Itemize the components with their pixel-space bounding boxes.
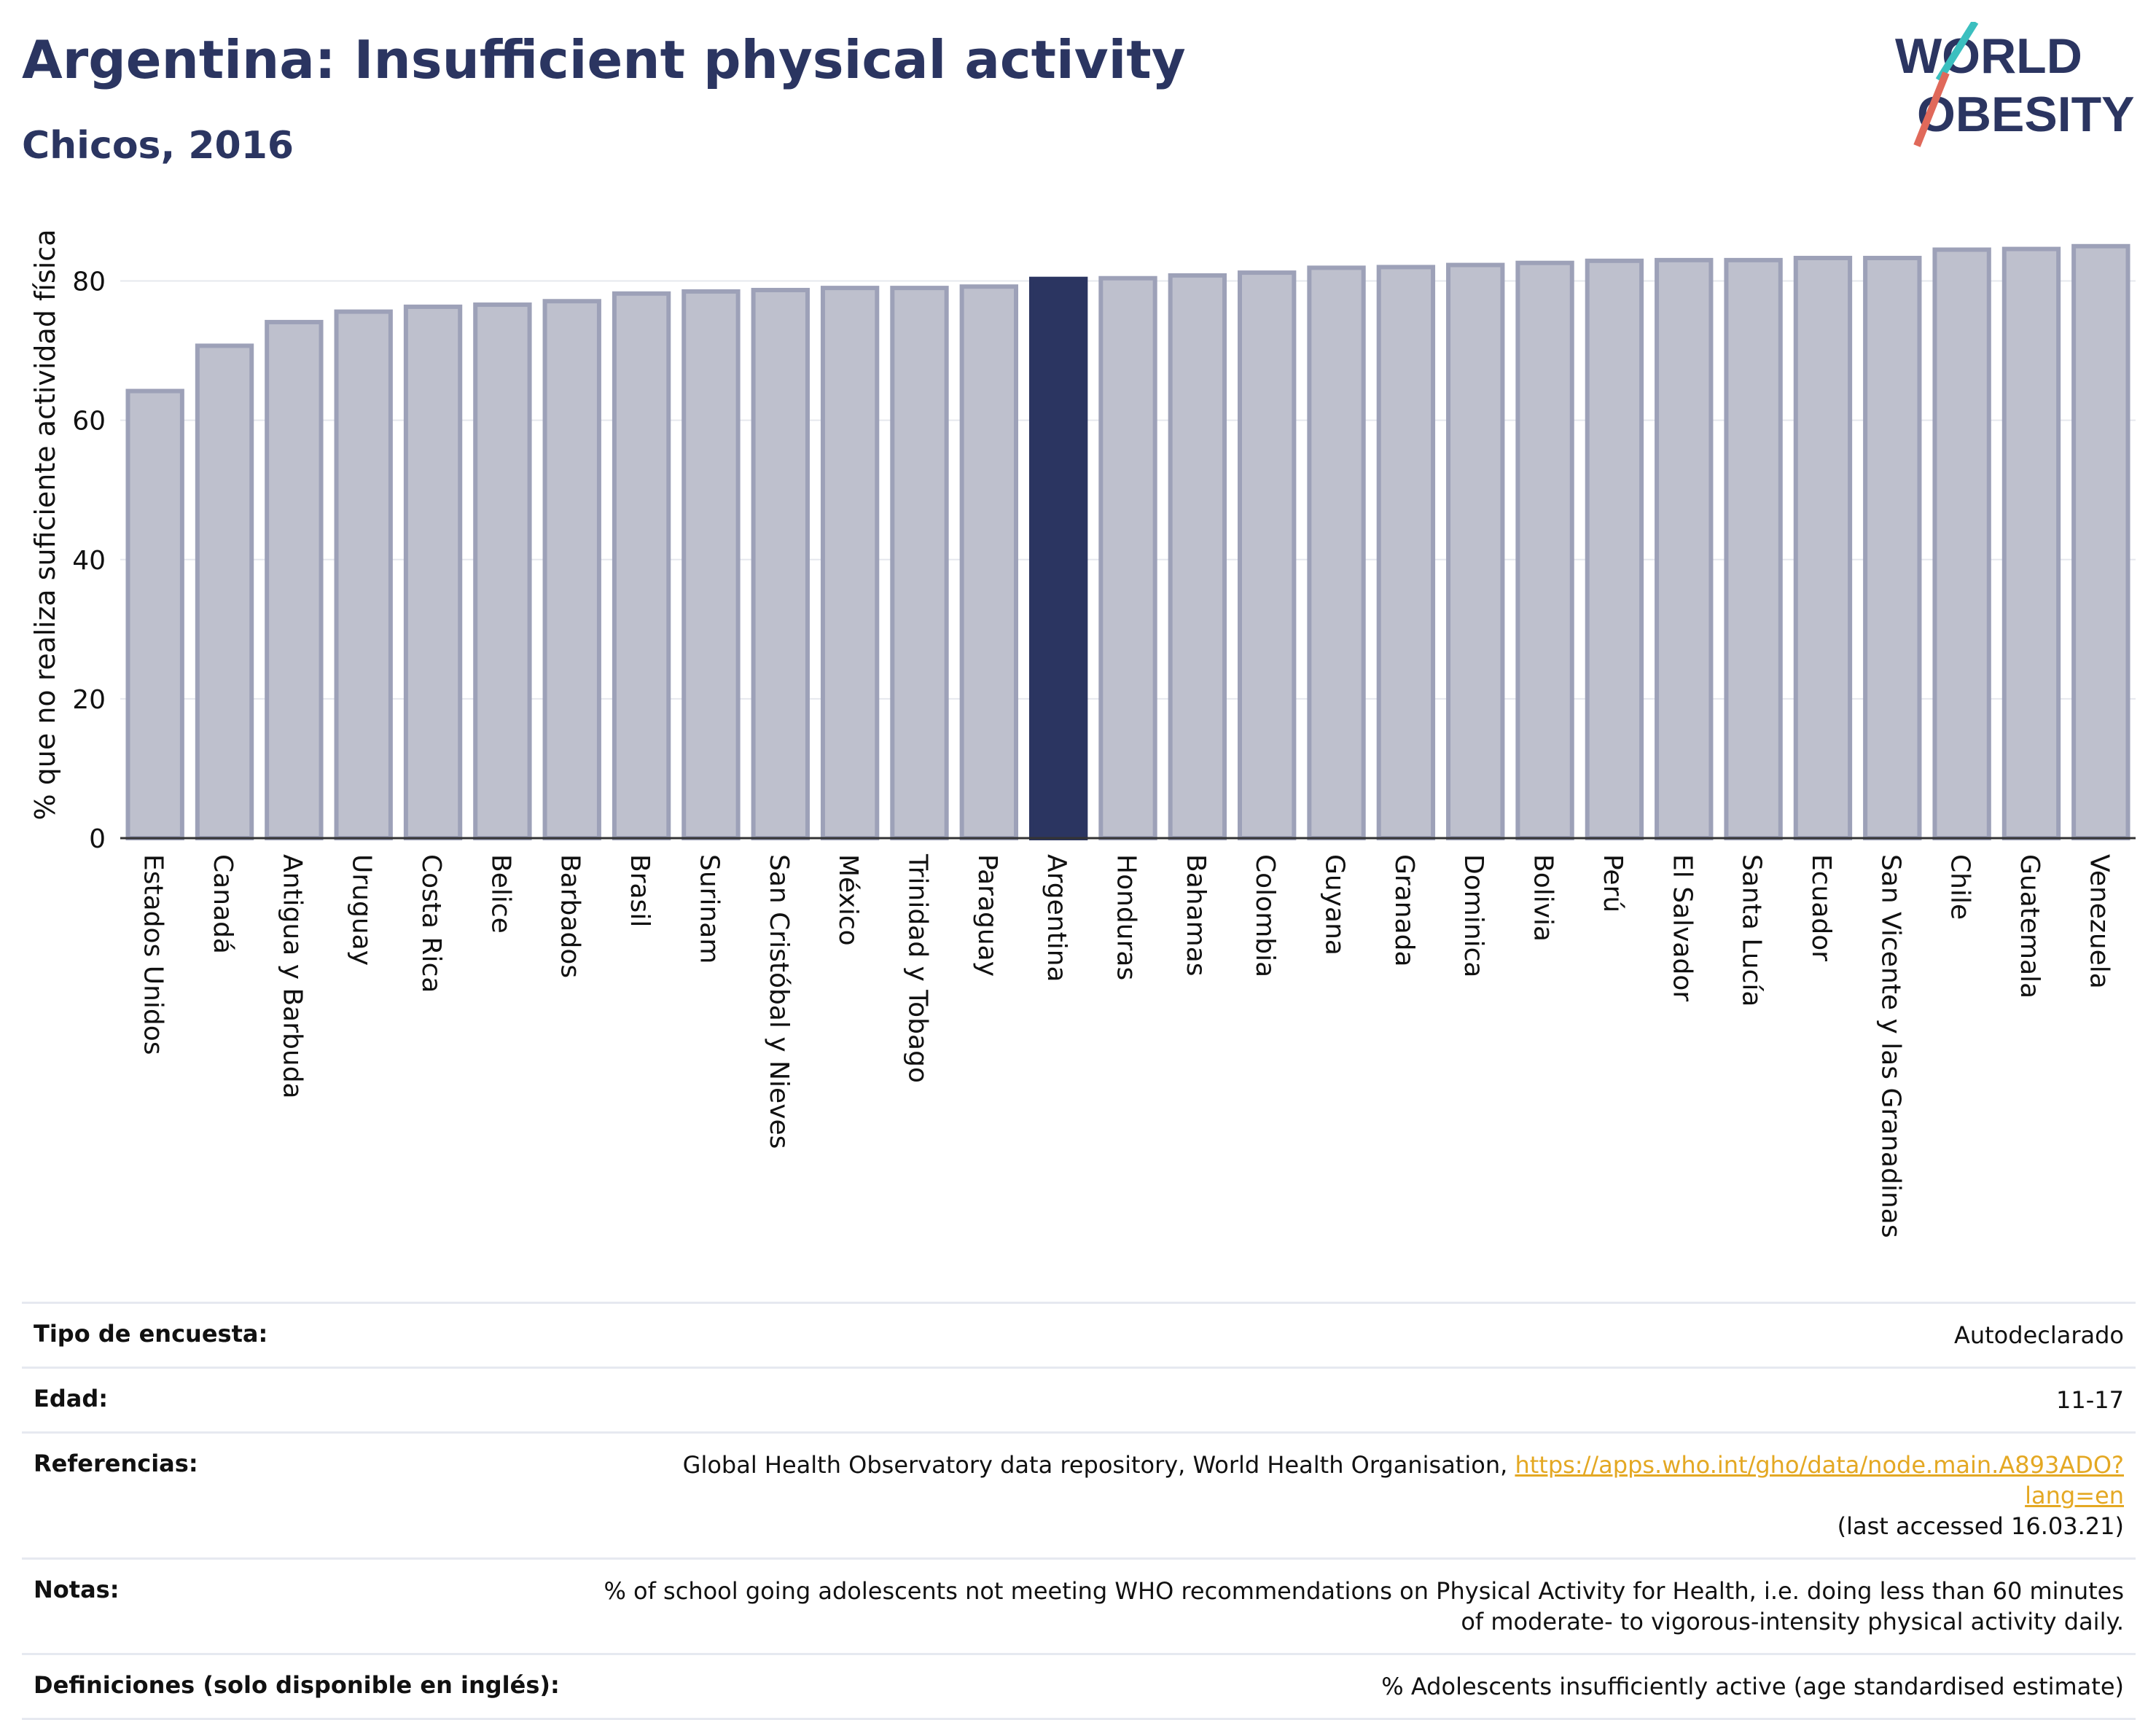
bar-colombia (1238, 270, 1297, 841)
bar-chile (1932, 247, 1991, 840)
bar-bahamas (1168, 273, 1227, 840)
logo-line2: OBESITY (1917, 87, 2135, 142)
info-label: Notas: (34, 1576, 120, 1603)
x-tick-label: Brasil (625, 854, 655, 927)
x-tick-label: Uruguay (347, 854, 377, 966)
x-tick-labels: Estados Unidos Canadá Antigua y Barbuda Uru… (138, 853, 2114, 1238)
bar-dominica (1446, 262, 1505, 841)
bar-guyana (1307, 265, 1366, 840)
x-tick-label: Costa Rica (416, 854, 446, 993)
y-tick-labels: 0 20 40 60 80 (72, 267, 106, 854)
chart-subtitle: Chicos, 2016 (22, 124, 294, 168)
info-value: Global Health Observatory data repositor… (593, 1450, 2124, 1541)
x-tick-label: Venezuela (2084, 854, 2114, 989)
x-tick-label: Ecuador (1806, 854, 1836, 961)
y-tick-label: 60 (72, 407, 106, 437)
info-value: Autodeclarado (1953, 1321, 2124, 1349)
bar-perú (1585, 258, 1644, 841)
logo-line1: WORLD (1895, 28, 2082, 84)
x-tick-label: Honduras (1112, 854, 1141, 980)
x-tick-label: San Cristóbal y Nieves (764, 854, 794, 1149)
info-value: 11-17 (2056, 1386, 2124, 1414)
y-tick-label: 20 (72, 685, 106, 715)
x-tick-label: Bolivia (1528, 854, 1558, 942)
reference-text: Global Health Observatory data repositor… (682, 1451, 1515, 1479)
chart-title: Argentina: Insufficient physical activit… (22, 29, 1186, 90)
info-label: Tipo de encuesta: (34, 1320, 268, 1348)
x-tick-label: Paraguay (972, 854, 1002, 977)
info-row-notes: Notas: % of school going adolescents not… (22, 1557, 2136, 1653)
x-tick-label: Chile (1945, 854, 1975, 920)
bar-el-salvador (1655, 257, 1714, 840)
x-tick-label: Perú (1598, 854, 1628, 912)
bar-surinam (681, 289, 741, 840)
bar-méxico (820, 286, 880, 841)
bar-belice (473, 302, 532, 840)
info-row-age: Edad: 11-17 (22, 1367, 2136, 1431)
x-tick-label: Argentina (1042, 854, 1071, 982)
y-tick-label: 80 (72, 267, 106, 297)
x-tick-label: Barbados (555, 854, 585, 978)
x-tick-label: El Salvador (1667, 854, 1697, 1001)
y-tick-label: 40 (72, 546, 106, 576)
y-axis-label: % que no realiza suficiente actividad fí… (29, 230, 61, 821)
x-tick-label: Guatemala (2015, 854, 2044, 998)
x-tick-label: Dominica (1458, 854, 1488, 978)
x-tick-label: Canadá (208, 854, 238, 954)
x-tick-label: Surinam (694, 854, 724, 963)
info-label: Definiciones (solo disponible en inglés)… (34, 1671, 560, 1699)
info-table: Tipo de encuesta: Autodeclarado Edad: 11… (22, 1302, 2136, 1720)
bar-brasil (612, 291, 671, 840)
bar-trinidad-y-tobago (890, 286, 949, 841)
bar-argentina (1028, 276, 1088, 840)
info-label: Edad: (34, 1385, 109, 1412)
bar-ecuador (1793, 256, 1853, 840)
x-tick-label: Belice (485, 854, 515, 934)
x-tick-label: Guyana (1320, 854, 1350, 955)
logo-slash-coral (1913, 71, 1950, 147)
info-value: % Adolescents insufficiently active (age… (1381, 1673, 2124, 1700)
bar-chart: 0 20 40 60 80 Estados Unidos Canadá Antigua y … (29, 230, 2136, 1238)
reference-accessed: (last accessed 16.03.21) (1837, 1512, 2124, 1540)
bar-san-cristóbal-y-nieves (751, 287, 810, 840)
bars (125, 243, 2130, 841)
x-tick-label: San Vicente y las Granadinas (1875, 854, 1905, 1238)
bar-canadá (195, 343, 254, 840)
world-obesity-logo: WORLD OBESITY (1895, 22, 2135, 147)
info-label: Referencias: (34, 1450, 198, 1477)
logo-slash-teal (1935, 22, 1979, 82)
info-row-definitions: Definiciones (solo disponible en inglés)… (22, 1653, 2136, 1720)
bar-antigua-y-barbuda (265, 319, 324, 840)
bar-costa-rica (403, 304, 463, 840)
info-row-survey-type: Tipo de encuesta: Autodeclarado (22, 1302, 2136, 1367)
bar-bolivia (1515, 260, 1574, 840)
x-tick-label: Antigua y Barbuda (277, 854, 307, 1099)
bar-uruguay (334, 309, 393, 841)
bar-estados-unidos (125, 388, 184, 840)
x-tick-label: Bahamas (1181, 854, 1211, 977)
info-value: % of school going adolescents not meetin… (604, 1577, 2124, 1635)
bar-guatemala (2001, 246, 2061, 841)
x-tick-label: Colombia (1250, 854, 1280, 977)
bar-venezuela (2071, 243, 2130, 840)
info-row-references: Referencias: Global Health Observatory d… (22, 1431, 2136, 1557)
x-tick-label: México (833, 854, 863, 946)
x-tick-label: Estados Unidos (138, 854, 168, 1055)
x-tick-label: Trinidad y Tobago (902, 853, 932, 1083)
reference-link[interactable]: https://apps.who.int/gho/data/node.main.… (1515, 1451, 2124, 1509)
y-tick-label: 0 (89, 824, 106, 854)
bar-paraguay (959, 284, 1018, 840)
bar-granada (1376, 265, 1436, 840)
bar-honduras (1098, 275, 1157, 840)
bar-santa-lucía (1724, 257, 1783, 840)
bar-barbados (542, 299, 601, 840)
bar-san-vicente-y-las-granadinas (1863, 256, 1922, 840)
x-tick-label: Santa Lucía (1737, 854, 1767, 1006)
x-tick-label: Granada (1389, 854, 1419, 967)
